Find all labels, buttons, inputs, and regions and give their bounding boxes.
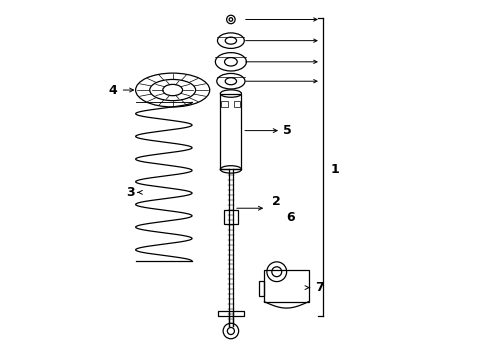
Text: 2: 2 — [272, 195, 281, 208]
Bar — [224, 210, 238, 224]
Text: 5: 5 — [283, 124, 292, 137]
Bar — [218, 311, 244, 316]
Bar — [234, 101, 241, 107]
Text: 1: 1 — [331, 163, 340, 176]
Text: 4: 4 — [108, 84, 117, 96]
Bar — [259, 280, 265, 296]
Text: 3: 3 — [126, 186, 135, 199]
Bar — [265, 270, 309, 302]
Text: 7: 7 — [315, 281, 323, 294]
Text: 6: 6 — [287, 211, 295, 224]
Bar — [221, 101, 228, 107]
Bar — [220, 94, 242, 170]
